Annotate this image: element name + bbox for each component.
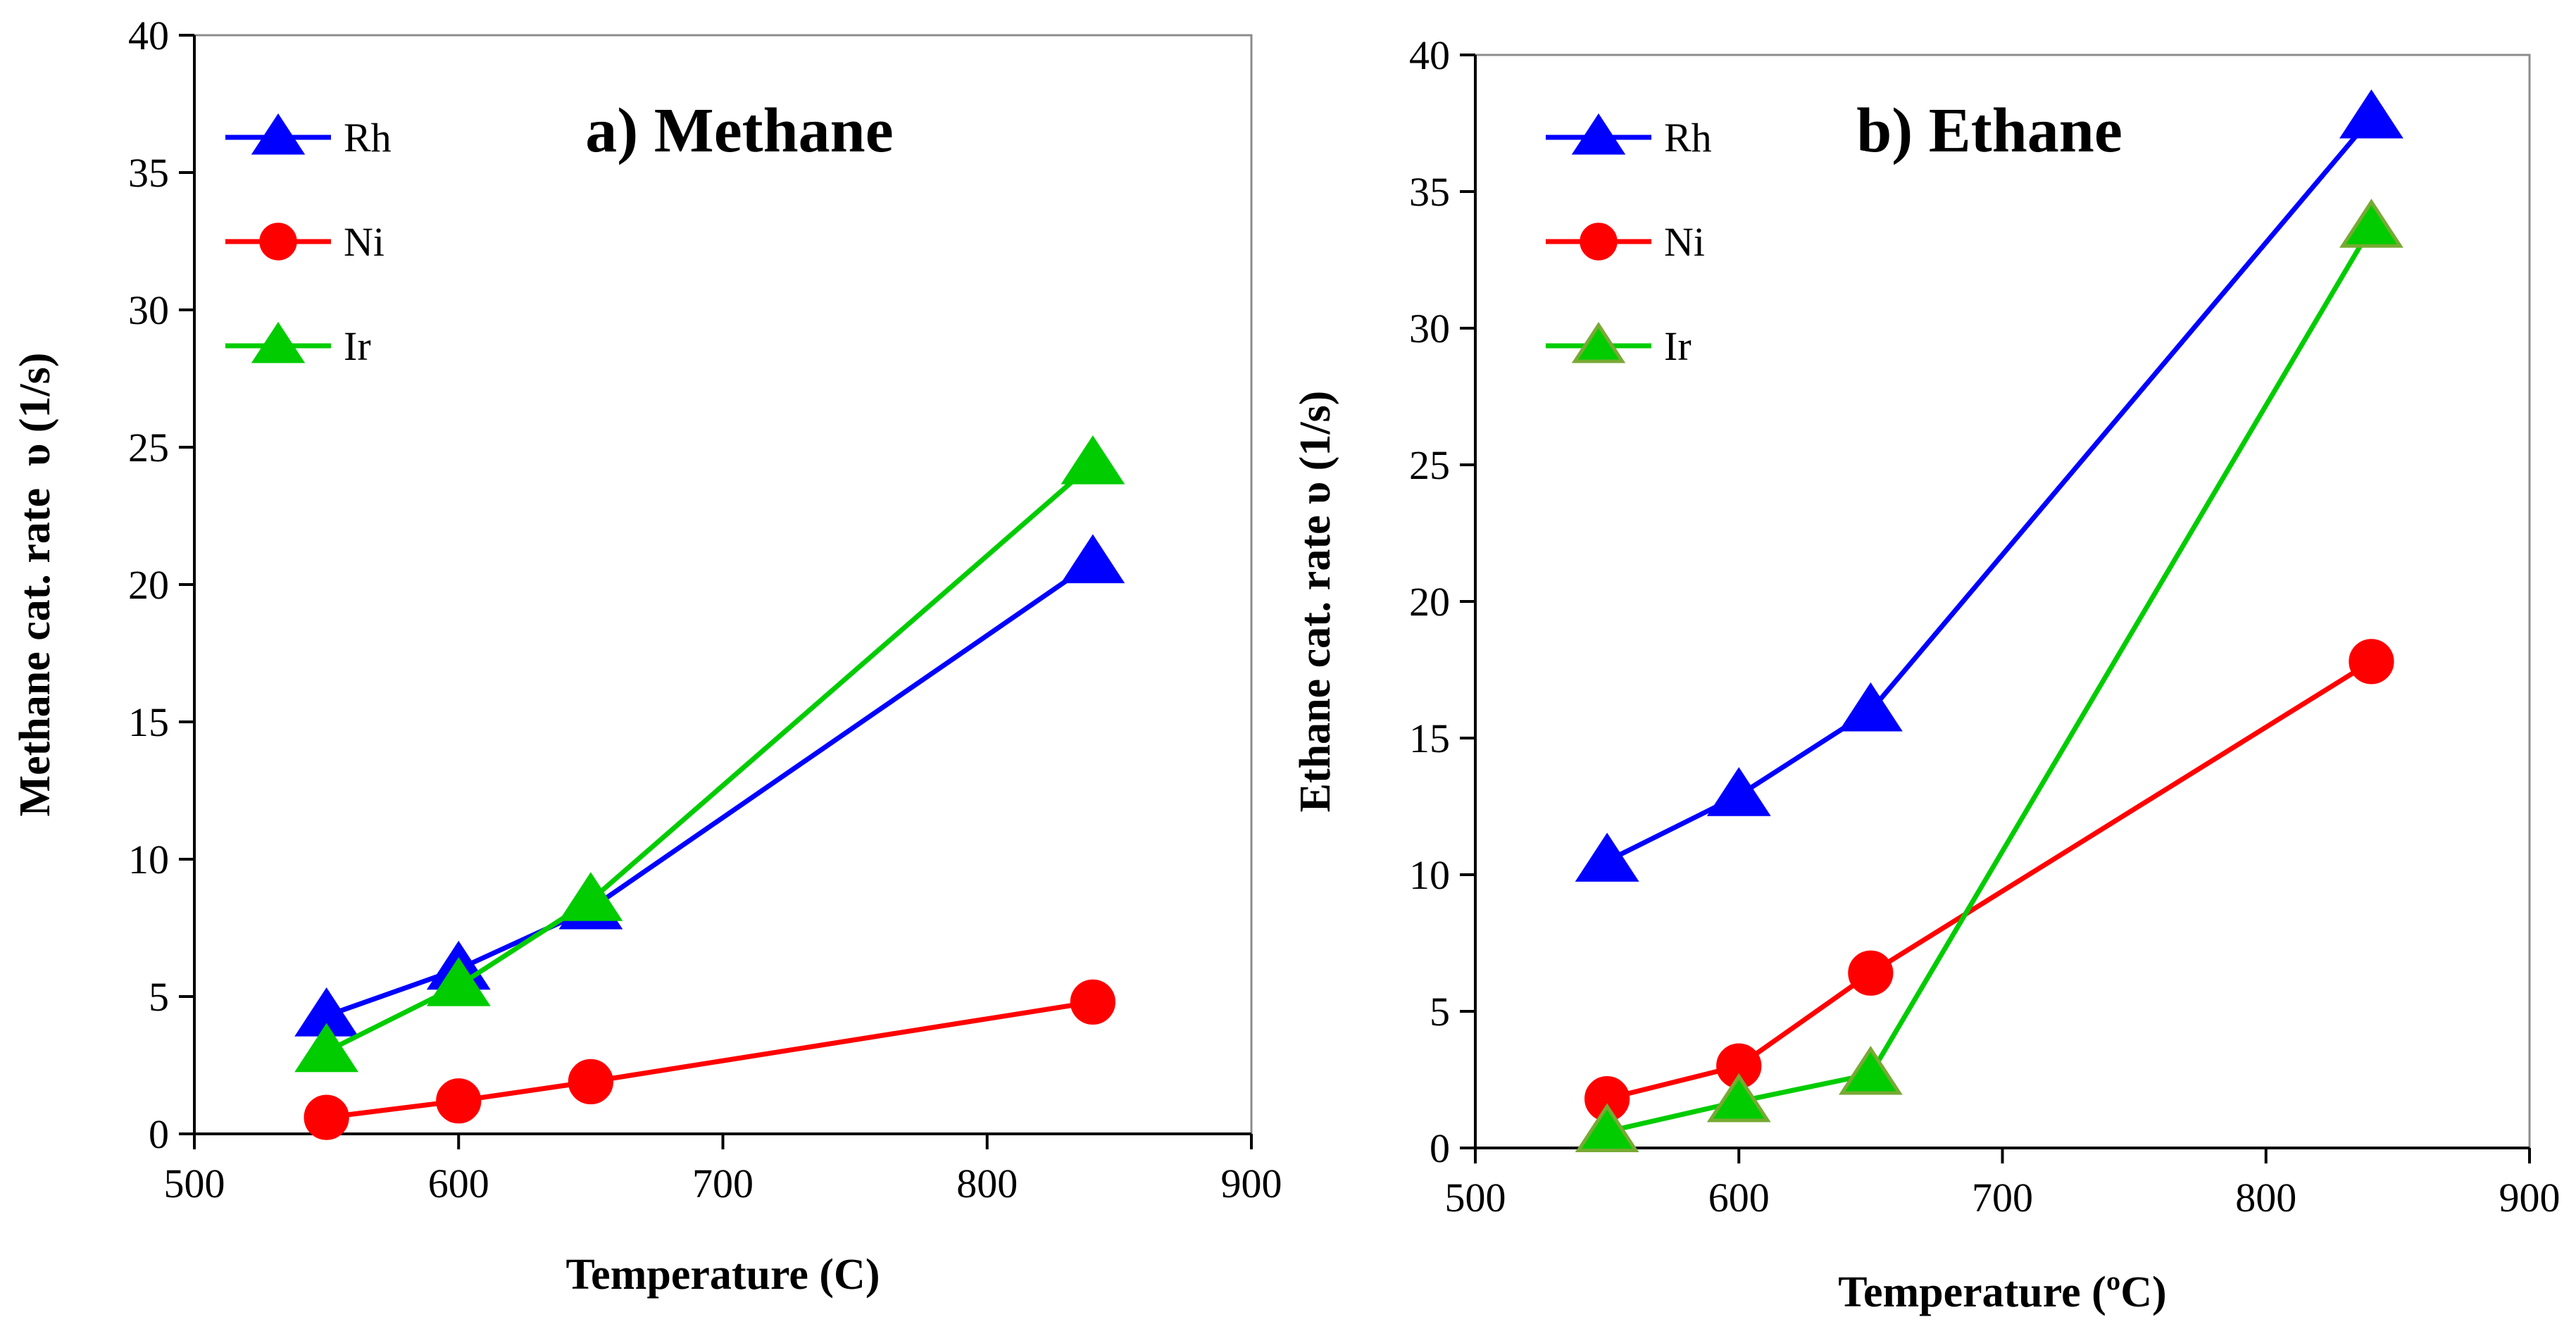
- plot-area-border: [193, 34, 1253, 1135]
- data-point-ir-3: [1838, 1045, 1903, 1095]
- series-ir: [1575, 199, 2403, 1152]
- y-tick-label: 0: [1430, 1125, 1450, 1171]
- y-tick-label: 10: [128, 837, 169, 882]
- data-point-ir-4: [2339, 199, 2403, 248]
- data-point-ni-3: [568, 1059, 613, 1105]
- series-ir: [294, 435, 1125, 1073]
- legend-marker-ir: [251, 322, 306, 363]
- x-tick-label: 900: [1221, 1161, 1282, 1206]
- legend-label-rh: Rh: [344, 115, 392, 161]
- data-point-ir-2: [426, 957, 491, 1006]
- series-rh: [294, 534, 1125, 1037]
- x-tick-label: 500: [164, 1161, 225, 1206]
- data-point-ir-4: [1061, 435, 1125, 485]
- y-tick-label: 30: [1409, 306, 1450, 351]
- x-axis-title: Temperature (C): [566, 1251, 880, 1299]
- y-tick-label: 5: [149, 974, 169, 1020]
- y-tick-label: 30: [128, 287, 169, 333]
- y-tick-label: 35: [1409, 169, 1450, 215]
- legend-label-ni: Ni: [1664, 219, 1705, 265]
- x-tick-label: 700: [692, 1161, 754, 1206]
- x-tick-label: 700: [1972, 1175, 2033, 1220]
- legend-label-rh: Rh: [1664, 115, 1712, 161]
- data-point-ir-3: [558, 872, 623, 921]
- data-point-ir-1: [1575, 1103, 1639, 1152]
- chart-panel-1: 0 5 10 15 20 25 30 35 40 500 600 700 800 900 Temperatu…: [11, 13, 1282, 1299]
- y-tick-label: 40: [128, 13, 169, 58]
- y-tick-label: 10: [1409, 852, 1450, 898]
- data-point-ni-3: [1848, 950, 1894, 996]
- legend-label-ir: Ir: [344, 323, 371, 369]
- data-point-ir-1: [294, 1023, 359, 1073]
- legend-marker-ir: [1571, 322, 1626, 363]
- x-tick-label: 900: [2499, 1175, 2561, 1220]
- series-line-rh: [325, 560, 1094, 1018]
- legend-marker-rh: [1571, 113, 1626, 155]
- legend-marker-rh: [251, 113, 306, 155]
- x-tick-label: 600: [428, 1161, 489, 1206]
- x-axis-title: Temperature (ºC): [1838, 1268, 2166, 1316]
- series-line-ir: [1606, 225, 2374, 1135]
- y-tick-label: 5: [1430, 989, 1450, 1035]
- data-point-rh-3: [1838, 682, 1903, 732]
- legend: Rh Ni Ir: [225, 113, 392, 369]
- series-line-ir: [325, 461, 1095, 1054]
- data-point-ni-4: [2349, 639, 2394, 685]
- series-ni: [1584, 639, 2394, 1122]
- data-point-rh-2: [1706, 767, 1771, 816]
- y-tick-label: 35: [128, 150, 169, 196]
- y-tick-label: 40: [1409, 32, 1450, 78]
- data-point-rh-4: [2339, 89, 2403, 139]
- y-tick-label: 15: [128, 699, 169, 745]
- y-tick-label: 25: [1409, 442, 1450, 488]
- y-axis-title: Ethane cat. rate υ (1/s): [1292, 391, 1339, 813]
- y-tick-label: 20: [1409, 579, 1450, 625]
- legend-marker-ni: [1580, 223, 1618, 261]
- x-tick-label: 600: [1708, 1175, 1770, 1220]
- series-line-rh: [1606, 116, 2374, 863]
- y-tick-label: 15: [1409, 716, 1450, 761]
- data-point-ir-2: [1706, 1073, 1771, 1123]
- series-ni: [304, 979, 1115, 1140]
- chart-title: b) Ethane: [1856, 96, 2122, 166]
- series-rh: [1575, 89, 2403, 882]
- data-point-rh-4: [1061, 534, 1125, 584]
- legend: Rh Ni Ir: [1546, 113, 1712, 369]
- y-axis-title: Methane cat. rate υ (1/s): [11, 353, 59, 817]
- series-line-ni: [1606, 659, 2373, 1101]
- legend-label-ir: Ir: [1664, 323, 1692, 369]
- data-point-ni-1: [304, 1094, 349, 1140]
- x-tick-label: 800: [2235, 1175, 2296, 1220]
- chart-title: a) Methane: [585, 96, 893, 166]
- series-line-ni: [326, 999, 1094, 1120]
- y-tick-label: 20: [128, 562, 169, 608]
- y-tick-label: 0: [149, 1111, 169, 1157]
- x-tick-label: 500: [1445, 1175, 1506, 1220]
- data-point-ni-2: [436, 1078, 482, 1124]
- data-point-ni-4: [1070, 979, 1115, 1025]
- x-tick-label: 800: [956, 1161, 1018, 1206]
- legend-label-ni: Ni: [344, 219, 384, 265]
- data-point-rh-1: [1575, 832, 1639, 882]
- chart-panel-2: 0 5 10 15 20 25 30 35 40 500 600 700 800 900 Temperatu…: [1292, 32, 2561, 1316]
- legend-marker-ni: [259, 223, 297, 261]
- y-tick-label: 25: [128, 425, 169, 470]
